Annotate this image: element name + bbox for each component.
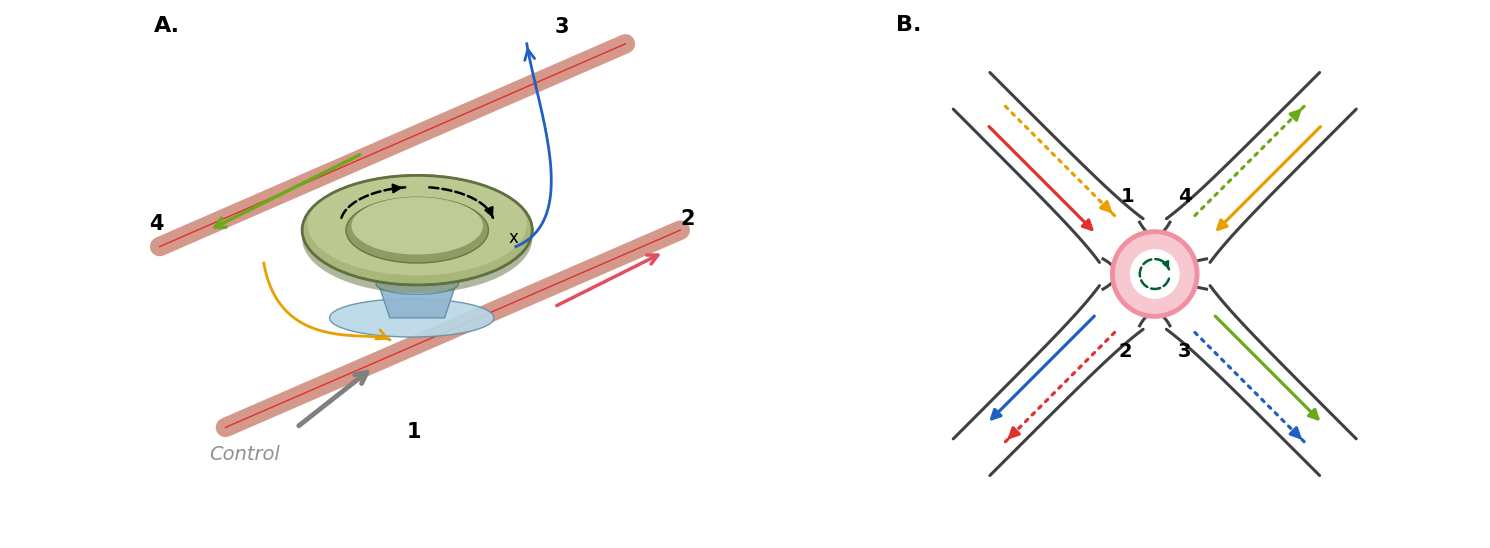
Ellipse shape [329,299,493,337]
Polygon shape [954,72,1146,265]
Text: 2: 2 [681,209,694,229]
Circle shape [1129,249,1180,299]
Ellipse shape [302,184,532,293]
Text: 4: 4 [1177,187,1192,206]
Polygon shape [954,283,1146,476]
Text: B.: B. [895,15,921,35]
Text: 3: 3 [1179,342,1192,361]
Ellipse shape [346,197,489,263]
Text: Control: Control [209,446,280,464]
Circle shape [1113,232,1196,316]
Polygon shape [1164,72,1356,265]
Text: 2: 2 [1118,342,1132,361]
Polygon shape [378,285,456,318]
Polygon shape [1164,283,1356,476]
Ellipse shape [307,174,527,275]
Text: A.: A. [153,16,180,36]
Text: 4: 4 [149,214,164,234]
Text: 1: 1 [1120,187,1134,206]
Text: 1: 1 [407,423,420,442]
Ellipse shape [302,175,532,285]
Text: 3: 3 [554,17,569,37]
Ellipse shape [352,197,483,254]
Ellipse shape [375,273,459,294]
Text: x: x [508,230,519,247]
Circle shape [1080,199,1229,349]
